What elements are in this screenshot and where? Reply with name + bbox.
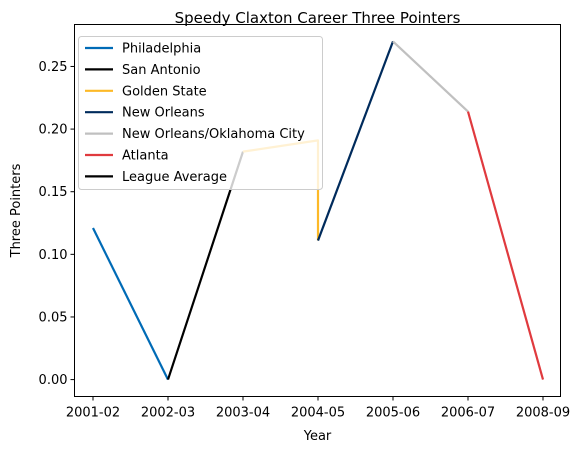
y-axis-label: Three Pointers [9,163,24,258]
y-axis: 0.00 0.05 0.10 0.15 0.20 0.25 [39,60,75,388]
legend-label: Atlanta [122,149,169,164]
x-axis-label: Year [303,429,332,444]
series-line-4 [392,40,469,113]
legend-label: New Orleans [122,106,205,121]
legend-label: San Antonio [122,63,201,78]
series-line-3 [316,41,395,241]
y-tick-label: 0.15 [39,185,68,200]
series-line-5 [466,111,545,380]
legend-label: Golden State [122,84,207,99]
x-tick-label: 2005-06 [366,406,420,421]
x-axis: 2001-02 2002-03 2003-04 2004-05 2005-06 2006-… [66,396,570,421]
x-tick-label: 2004-05 [291,406,345,421]
y-tick-label: 0.05 [39,310,68,325]
legend-label: New Orleans/Oklahoma City [122,127,305,142]
x-tick-label: 2003-04 [216,406,270,421]
legend-label: League Average [122,170,227,185]
x-tick-label: 2006-07 [441,406,495,421]
y-tick-label: 0.10 [39,248,68,263]
y-tick-label: 0.00 [39,373,68,388]
series-line-0 [92,227,169,381]
y-tick-label: 0.25 [39,60,68,75]
legend-label: Philadelphia [122,42,201,57]
y-tick-label: 0.20 [39,123,68,138]
x-tick-label: 2008-09 [516,406,570,421]
legend-box [78,36,323,190]
chart-title: Speedy Claxton Career Three Pointers [175,9,461,27]
legend: Philadelphia San Antonio Golden State New O… [78,36,323,190]
x-tick-label: 2001-02 [66,406,120,421]
x-tick-label: 2002-03 [141,406,195,421]
